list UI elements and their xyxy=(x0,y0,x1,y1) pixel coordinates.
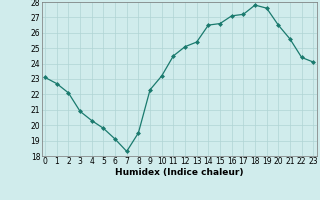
X-axis label: Humidex (Indice chaleur): Humidex (Indice chaleur) xyxy=(115,168,244,177)
